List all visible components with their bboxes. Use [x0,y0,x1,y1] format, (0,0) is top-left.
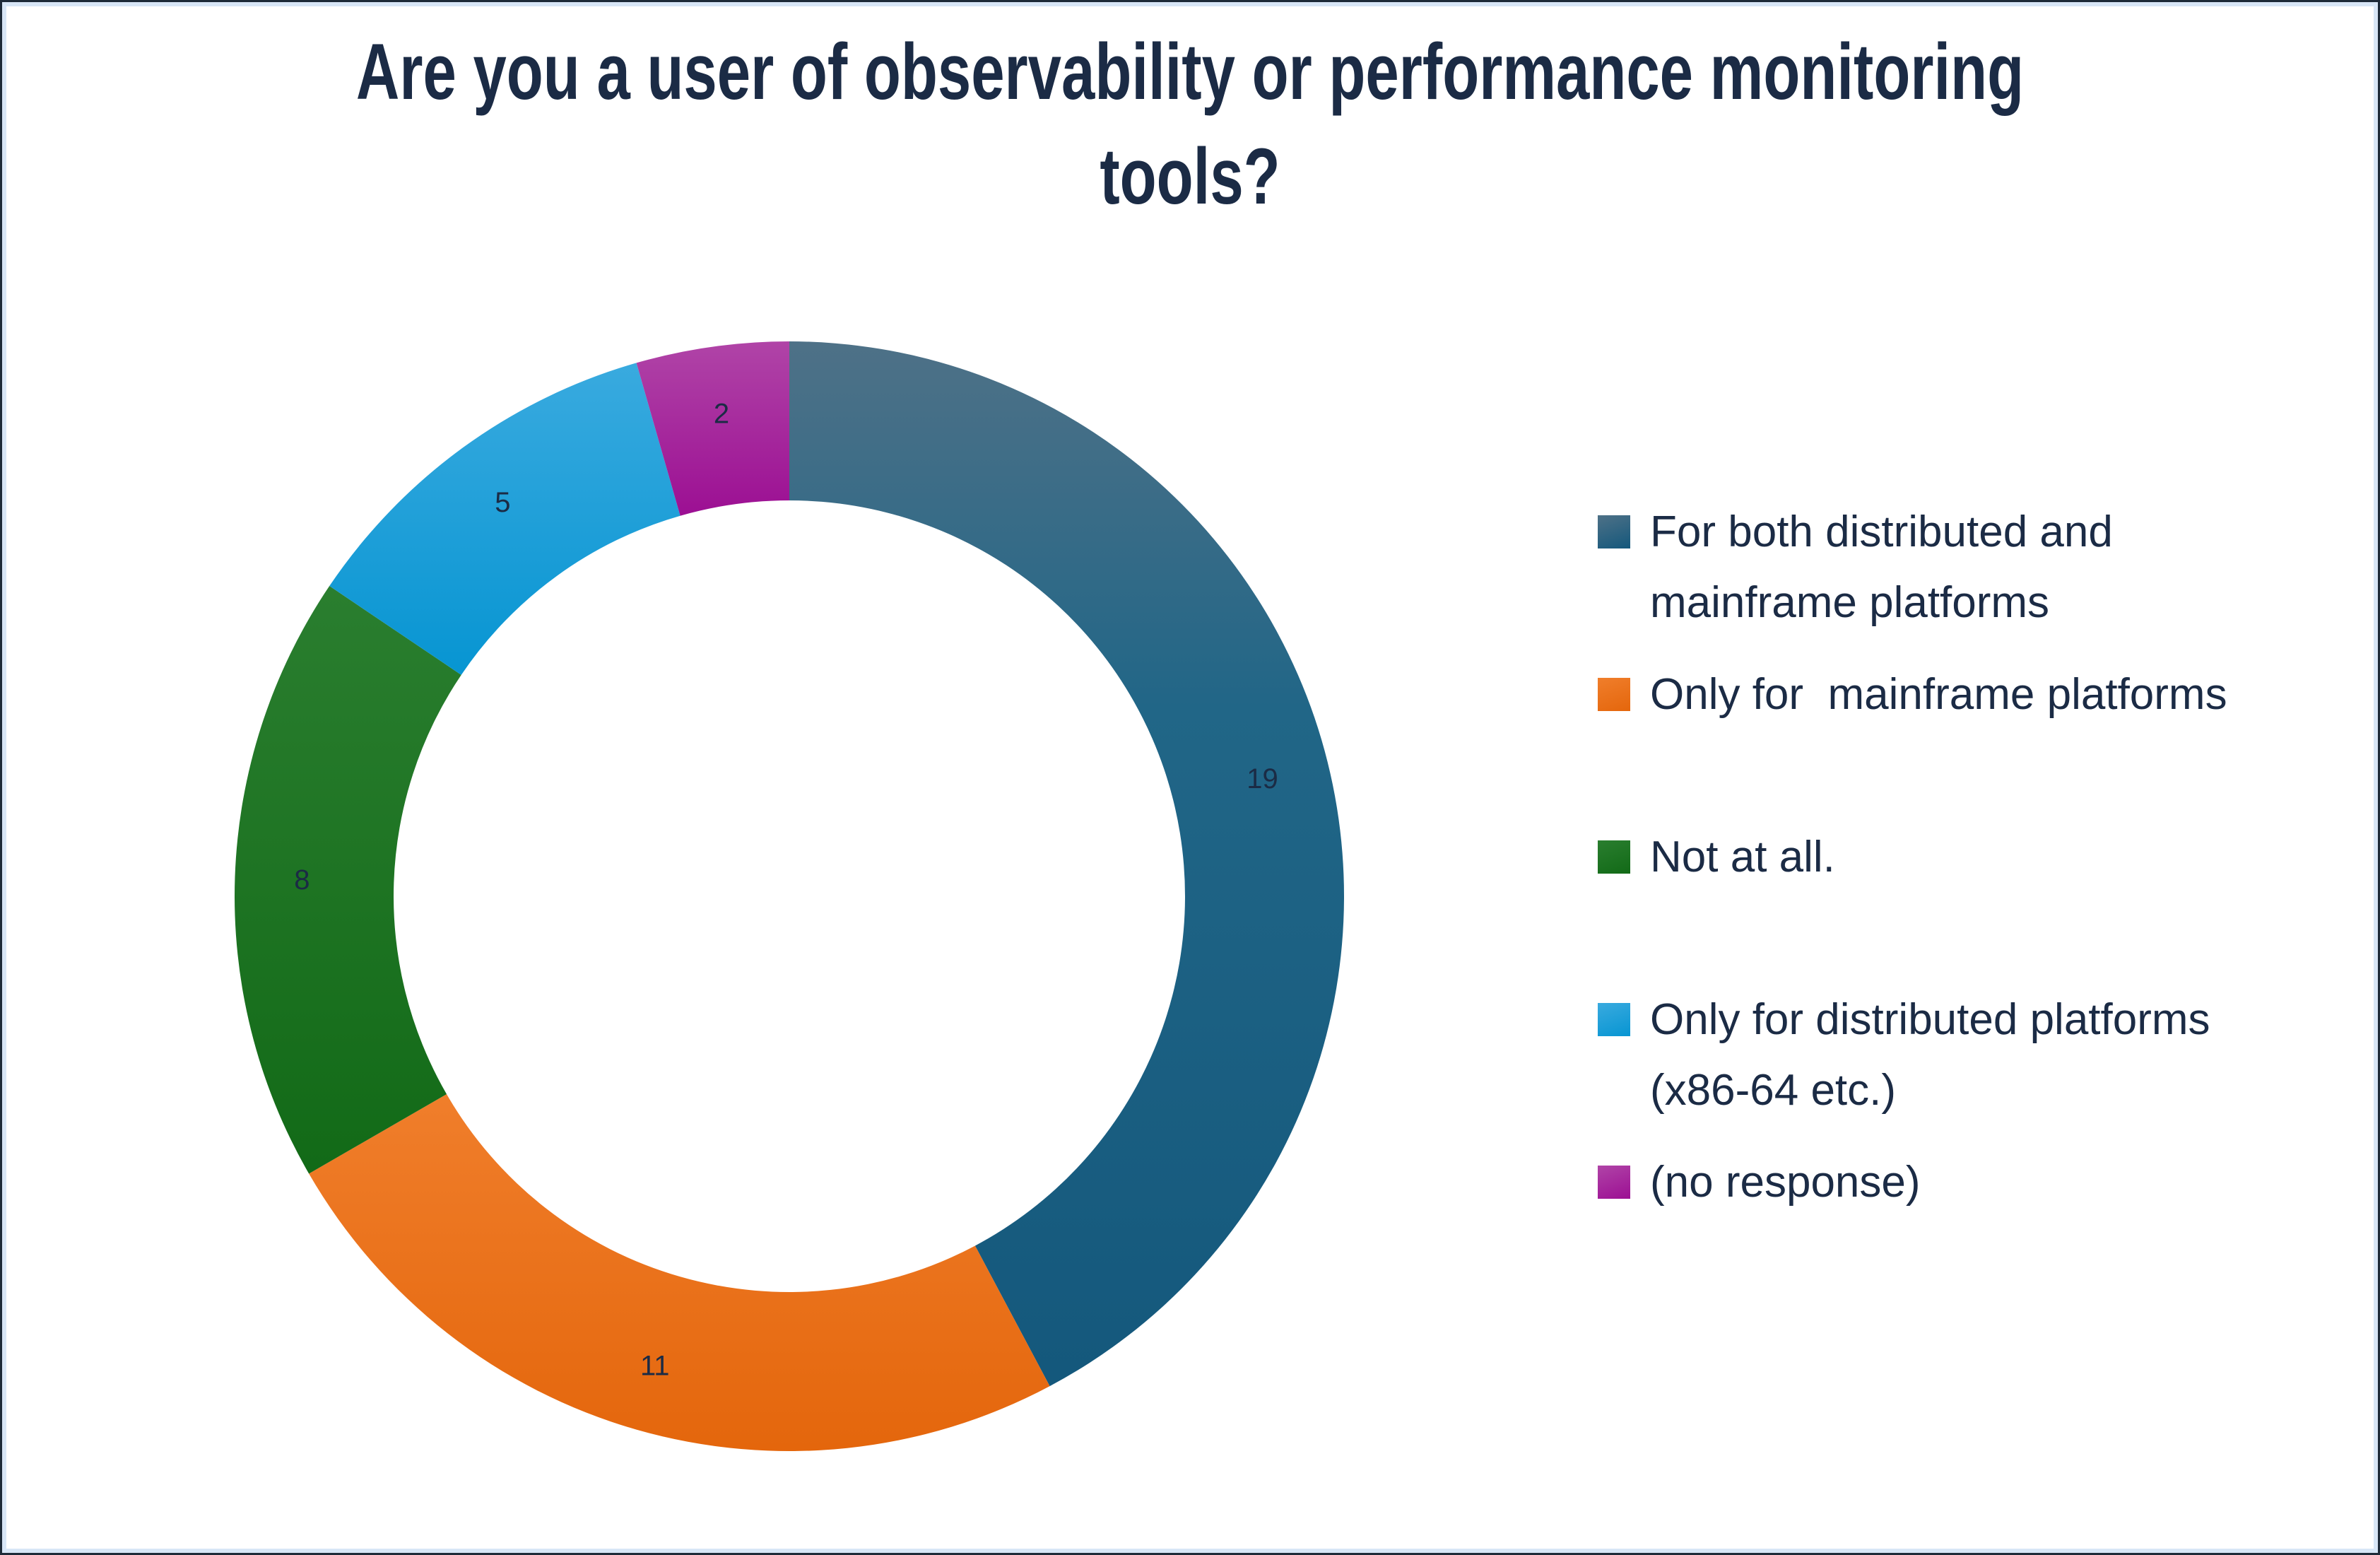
slice-value-label: 19 [1247,763,1278,794]
chart-title: Are you a user of observability or perfo… [355,28,2025,221]
legend-label: Only for distributed platforms (x86-64 e… [1650,995,2210,1115]
legend-entry: Only for distributed platforms (x86-64 e… [1598,985,2210,1126]
slice-value-label: 11 [640,1350,670,1381]
donut-slice [789,341,1344,1387]
legend-swatch [1598,1003,1630,1036]
legend-swatch [1598,840,1630,874]
legend-label: For both distributed and mainframe platf… [1650,507,2113,627]
donut-slice [329,363,681,675]
donut-slice [636,341,789,516]
legend-swatch [1598,1166,1630,1199]
chart-legend: For both distributed and mainframe platf… [1598,0,2361,1555]
legend-label: Only for mainframe platforms [1650,670,2227,719]
legend-entry: (no response) [1598,1147,1921,1218]
legend-label: (no response) [1650,1158,1921,1207]
donut-slice [235,586,461,1174]
legend-label: Not at all. [1650,833,1835,881]
legend-entry: For both distributed and mainframe platf… [1598,497,2113,638]
legend-swatch [1598,678,1630,711]
legend-swatch [1598,515,1630,548]
legend-entry: Not at all. [1598,822,1835,893]
donut-slice [309,1094,1050,1451]
legend-entry: Only for mainframe platforms [1598,659,2227,730]
slice-value-label: 5 [495,487,510,518]
slice-value-label: 8 [294,864,310,896]
slice-value-label: 2 [714,399,729,430]
